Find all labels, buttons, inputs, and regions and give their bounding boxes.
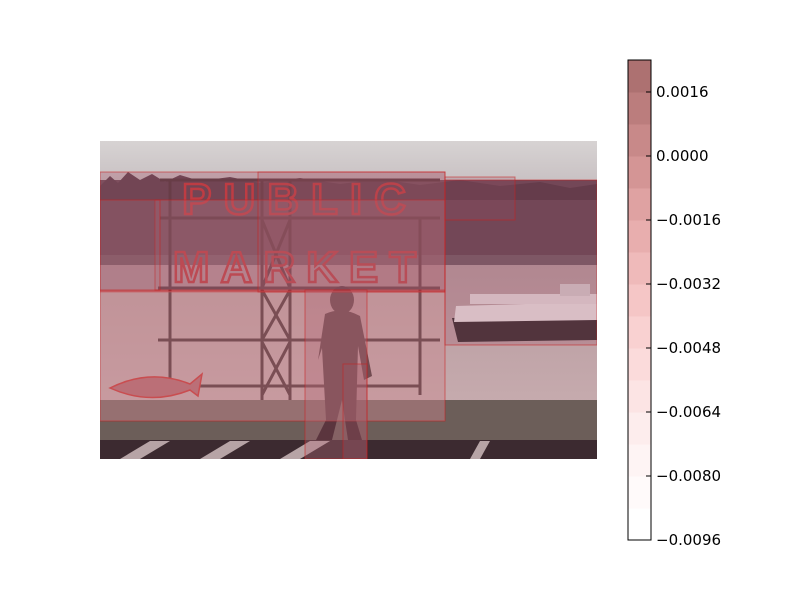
heatmap-region <box>342 363 368 459</box>
colorbar-band <box>628 60 651 93</box>
colorbar-band <box>628 508 651 541</box>
colorbar-band <box>628 380 651 413</box>
heatmap-region <box>154 199 446 291</box>
heatmap-region <box>304 289 368 459</box>
colorbar-band <box>628 348 651 381</box>
colorbar: 0.0016 0.0000 −0.0016 −0.0032 −0.0048 −0.0064… <box>627 59 721 549</box>
heatmap-region <box>444 179 597 346</box>
colorbar-band <box>628 476 651 509</box>
colorbar-band <box>628 252 651 285</box>
colorbar-tick-label: −0.0064 <box>656 403 721 421</box>
heatmap-region <box>257 171 446 293</box>
colorbar-band <box>628 316 651 349</box>
pedestrian <box>316 286 372 440</box>
colorbar-frame <box>627 59 652 541</box>
ferry <box>452 284 597 342</box>
colorbar-band <box>628 220 651 253</box>
heatmap-region <box>100 199 161 291</box>
sign-scaffold <box>158 178 440 400</box>
colorbar-tick-label: −0.0016 <box>656 211 721 229</box>
colorbar-ticks: 0.0016 0.0000 −0.0016 −0.0032 −0.0048 −0.0064… <box>646 83 721 549</box>
colorbar-tick-label: −0.0080 <box>656 467 721 485</box>
heatmap-region <box>100 171 446 293</box>
colorbar-band <box>628 92 651 125</box>
colorbar-tick-label: −0.0096 <box>656 531 721 549</box>
colorbar-band <box>628 444 651 477</box>
heatmap-region <box>100 290 446 422</box>
colorbar-tick-label: −0.0048 <box>656 339 721 357</box>
colorbar-band <box>628 124 651 157</box>
colorbar-tick-label: 0.0016 <box>656 83 709 101</box>
heatmap-region <box>444 176 516 221</box>
colorbar-band <box>628 284 651 317</box>
shoreline <box>100 255 597 267</box>
colorbar-band <box>628 412 651 445</box>
colorbar-bands <box>628 60 651 541</box>
heatmap-overlay <box>100 171 597 459</box>
fish-sign <box>108 372 204 399</box>
colorbar-tick-label: 0.0000 <box>656 147 709 165</box>
colorbar-tick-label: −0.0032 <box>656 275 721 293</box>
colorbar-band <box>628 156 651 189</box>
sign-line-market: MARKET <box>173 243 427 292</box>
colorbar-band <box>628 188 651 221</box>
